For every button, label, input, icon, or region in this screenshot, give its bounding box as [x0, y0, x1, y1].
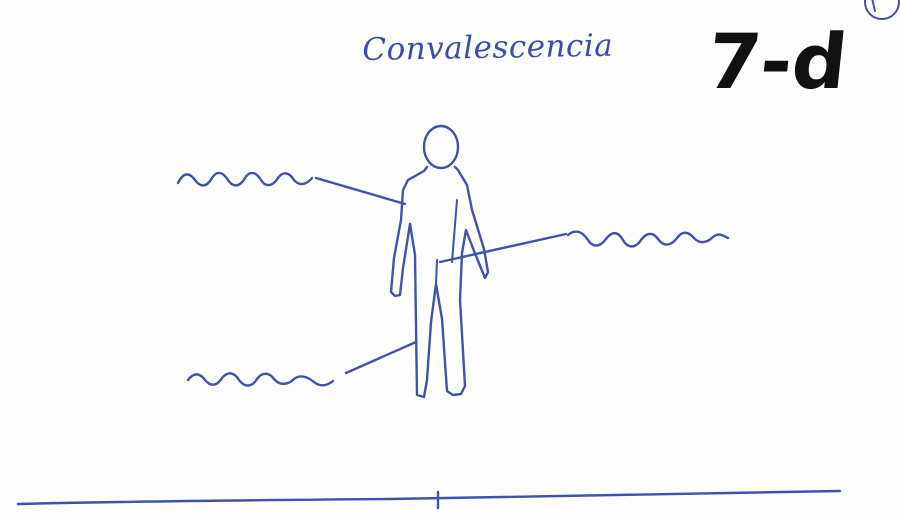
bottom-baseline — [16, 489, 842, 506]
upper-left-pointer-line — [314, 176, 407, 206]
right-pointer-line — [438, 232, 568, 264]
upper-left-wave-line — [176, 171, 314, 187]
lower-left-callout — [186, 340, 418, 387]
right-callout — [438, 230, 730, 264]
figure-leg-gap-line — [435, 259, 438, 285]
bottom-axis — [16, 489, 842, 510]
human-figure — [389, 124, 490, 399]
right-wave-line — [566, 230, 730, 248]
figure-body-right-arm-legs — [408, 165, 490, 399]
page-mark-circle-icon — [864, 0, 900, 20]
upper-left-callout — [176, 171, 407, 206]
figure-head — [422, 124, 460, 170]
figure-left-arm — [389, 165, 429, 298]
lower-left-wave-line — [186, 372, 335, 387]
figure-arm-inner-line — [451, 199, 458, 263]
lower-left-pointer-line — [344, 340, 418, 375]
